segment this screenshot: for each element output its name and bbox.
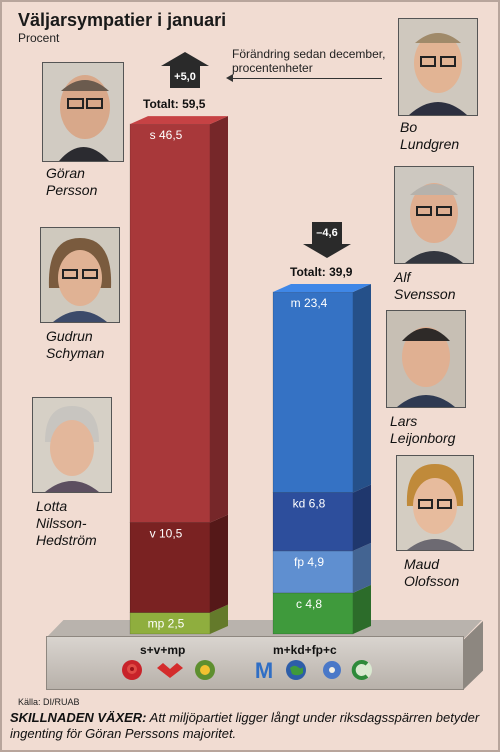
mp-dandelion-logo-icon bbox=[195, 660, 215, 680]
footnote-lead: SKILLNADEN VÄXER: bbox=[10, 710, 147, 725]
person-name-gudrun-schyman: Gudrun Schyman bbox=[46, 328, 105, 361]
platform-side bbox=[463, 621, 483, 690]
kd-globe-logo-icon bbox=[286, 660, 306, 680]
portrait-bo-lundgren bbox=[398, 18, 478, 116]
change-label-right: –4,6 bbox=[312, 222, 342, 244]
vanster-logo-icon bbox=[157, 663, 183, 678]
note-arrow-icon bbox=[226, 74, 382, 82]
chart-title: Väljarsympatier i januari bbox=[18, 10, 227, 30]
portrait-lars-leijonborg bbox=[386, 310, 466, 408]
portrait-goran-persson bbox=[42, 62, 124, 162]
portrait-lotta-nilsson-hedstrom bbox=[32, 397, 112, 493]
portrait-alf-svensson bbox=[394, 166, 474, 264]
svg-text:M: M bbox=[255, 658, 273, 682]
group-label-left: s+v+mp bbox=[140, 643, 186, 657]
moderaterna-logo-icon: M bbox=[255, 658, 273, 682]
portrait-maud-olofsson bbox=[396, 455, 474, 551]
person-name-bo-lundgren: Bo Lundgren bbox=[400, 119, 460, 152]
group-label-right: m+kd+fp+c bbox=[273, 643, 337, 657]
footnote: SKILLNADEN VÄXER: Att miljöpartiet ligge… bbox=[10, 710, 490, 742]
platform-front bbox=[46, 636, 464, 690]
total-label-right: Totalt: 39,9 bbox=[290, 265, 353, 279]
chart-subtitle: Procent bbox=[18, 31, 60, 45]
footnote-text: Att miljöpartiet ligger långt under riks… bbox=[10, 710, 480, 741]
rose-logo-icon bbox=[122, 660, 142, 680]
source-label: Källa: DI/RUAB bbox=[18, 697, 80, 707]
portrait-gudrun-schyman bbox=[40, 227, 120, 323]
person-name-maud-olofsson: Maud Olofsson bbox=[404, 556, 460, 589]
person-name-lars-leijonborg: Lars Leijonborg bbox=[390, 413, 456, 446]
person-name-lotta-nilsson-hedstrom: Lotta Nilsson- Hedström bbox=[36, 498, 97, 548]
change-up-arrow-icon: +5,0 bbox=[161, 52, 209, 90]
change-down-arrow-icon: –4,6 bbox=[303, 222, 351, 260]
total-label-left: Totalt: 59,5 bbox=[143, 97, 206, 111]
fp-cornflower-logo-icon bbox=[323, 661, 341, 679]
person-name-alf-svensson: Alf Svensson bbox=[394, 269, 456, 302]
change-note: Förändring sedan december, procentenhete… bbox=[232, 47, 386, 75]
person-name-goran-persson: Göran Persson bbox=[46, 165, 98, 198]
change-label-left: +5,0 bbox=[170, 66, 200, 88]
centerpartiet-logo-icon bbox=[351, 660, 372, 680]
